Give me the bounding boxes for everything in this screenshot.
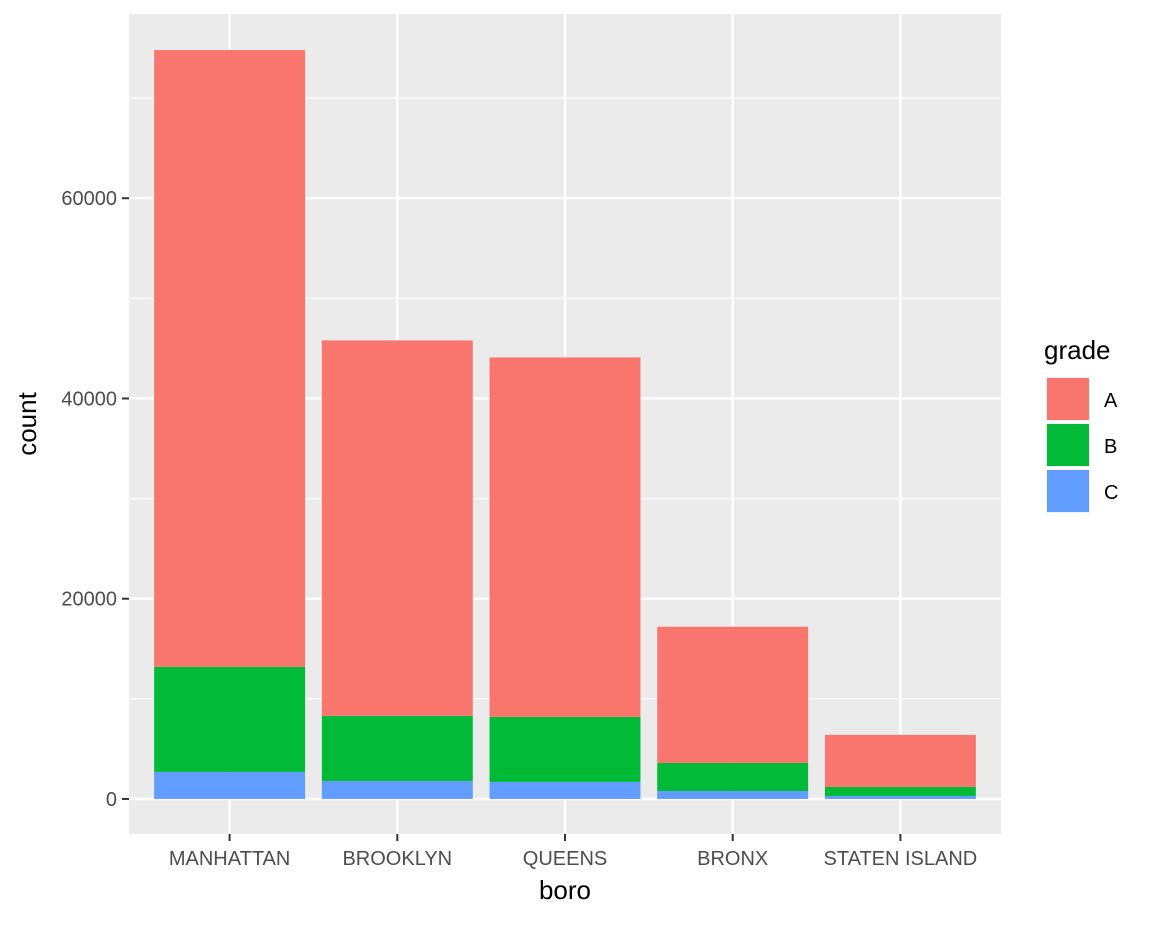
bar-bronx-grade-b [657, 762, 809, 791]
legend-swatch-c [1047, 470, 1089, 512]
bar-queens-grade-c [489, 781, 641, 799]
bar-staten-island-grade-b [824, 786, 976, 796]
bar-brooklyn-grade-b [321, 715, 473, 781]
x-tick-label: QUEENS [523, 848, 607, 870]
x-tick-label: STATEN ISLAND [824, 848, 978, 870]
bar-queens-grade-b [489, 716, 641, 782]
legend-label-c: C [1104, 482, 1118, 504]
bar-manhattan-grade-b [154, 666, 306, 772]
legend-swatch-a [1047, 378, 1089, 420]
bar-brooklyn-grade-a [321, 340, 473, 716]
bar-bronx-grade-c [657, 790, 809, 799]
x-tick-label: MANHATTAN [169, 848, 290, 870]
legend: grade A B C [1044, 335, 1118, 513]
bar-staten-island-grade-c [824, 795, 976, 799]
legend-swatch-b [1047, 424, 1089, 466]
bar-staten-island-grade-a [824, 734, 976, 787]
y-tick-label: 20000 [61, 589, 117, 611]
bar-bronx-grade-a [657, 626, 809, 763]
y-axis: 0 20000 40000 60000 [61, 188, 129, 811]
x-axis-title: boro [539, 875, 591, 905]
legend-label-b: B [1104, 436, 1117, 458]
x-tick-label: BRONX [697, 848, 768, 870]
legend-title: grade [1044, 335, 1111, 365]
bar-brooklyn-grade-c [321, 780, 473, 799]
y-tick-label: 60000 [61, 188, 117, 210]
y-axis-title: count [12, 391, 42, 455]
bar-queens-grade-a [489, 357, 641, 717]
y-tick-label: 40000 [61, 388, 117, 410]
legend-label-a: A [1104, 390, 1118, 412]
x-axis: MANHATTAN BROOKLYN QUEENS BRONX STATEN ISLAN… [169, 834, 977, 870]
bars [154, 50, 976, 799]
bar-manhattan-grade-c [154, 771, 306, 799]
legend-items: A B C [1046, 377, 1118, 513]
y-tick-label: 0 [106, 789, 117, 811]
bar-manhattan-grade-a [154, 50, 306, 667]
x-tick-label: BROOKLYN [342, 848, 452, 870]
